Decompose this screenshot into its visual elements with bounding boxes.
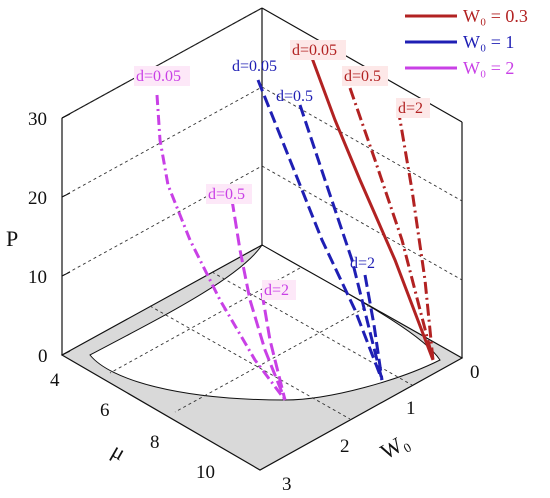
- w0-tick-labels: 0 1 2 3: [282, 362, 480, 495]
- floor-region: [89, 244, 441, 401]
- w03-d005-label: d=0.05: [292, 42, 337, 59]
- label-bg: [206, 184, 252, 204]
- label-bg: [396, 98, 430, 118]
- series-w1: [256, 79, 384, 381]
- w2-d005-label: d=0.05: [136, 68, 181, 85]
- legend-label-w2: W₀ = 2: [463, 58, 514, 78]
- series-w03: [310, 57, 435, 361]
- tick-mark: [61, 350, 71, 356]
- z-tick-label: 10: [28, 267, 47, 288]
- w2-d005-line: [155, 94, 287, 401]
- tick-mark: [61, 192, 71, 198]
- mu-tick-labels: 4 6 8 10: [50, 370, 215, 483]
- w0-tick-label: 2: [340, 436, 350, 457]
- w03-d05-label: d=0.5: [344, 68, 381, 85]
- mu-tick-label: 8: [150, 432, 160, 453]
- legend-label-w03: W₀ = 0.3: [463, 6, 528, 26]
- z-tick-label: 20: [28, 188, 47, 209]
- w03-d05-line: [348, 87, 435, 361]
- z-tick-label: 30: [28, 109, 47, 130]
- label-bg: [342, 66, 388, 86]
- w03-d2-line: [396, 107, 435, 361]
- mu-axis-title: μ: [108, 438, 131, 466]
- grid-floor-1: [149, 305, 351, 420]
- w03-d005-line: [310, 57, 435, 361]
- w0-tick-label: 1: [406, 398, 416, 419]
- grid-floor-4: [174, 304, 371, 413]
- legend: W₀ = 0.3 W₀ = 1 W₀ = 2: [405, 6, 528, 78]
- w1-d005-label: d=0.05: [232, 58, 277, 75]
- z-tick-label: 0: [38, 346, 48, 367]
- w1-d05-line: [298, 104, 384, 381]
- mu-tick-label: 10: [196, 462, 215, 483]
- z-axis-title: P: [6, 226, 18, 251]
- w1-d05-label: d=0.5: [276, 88, 313, 105]
- mu-tick-label: 6: [100, 400, 110, 421]
- label-bg: [290, 40, 346, 60]
- grid-floor-2: [211, 271, 413, 386]
- w0-axis-title: W₀: [376, 428, 413, 464]
- axis-ticks: [61, 113, 71, 356]
- series-w2: [155, 94, 287, 401]
- w2-d05-label: d=0.5: [208, 186, 245, 203]
- mu-tick-label: 4: [50, 370, 60, 391]
- w2-d2-label: d=2: [264, 282, 289, 299]
- w1-d005-line: [256, 79, 384, 381]
- w0-tick-label: 3: [282, 474, 292, 495]
- label-bg: [262, 280, 296, 300]
- legend-label-w1: W₀ = 1: [463, 32, 514, 52]
- w1-d2-line: [363, 274, 384, 381]
- grid-z20-right: [261, 86, 463, 202]
- w0-tick-label: 0: [470, 362, 480, 383]
- label-bg: [134, 66, 190, 86]
- w1-d2-label: d=2: [350, 255, 375, 272]
- grid-z30-left: [61, 7, 263, 119]
- d-labels: d=0.05 d=0.5 d=2 d=0.05 d=0.5 d=2 d=0.05…: [134, 40, 430, 300]
- w2-d2-line: [260, 292, 287, 401]
- w2-d05-line: [230, 199, 287, 401]
- tick-mark: [61, 271, 71, 277]
- z-tick-labels: 0 10 20 30: [28, 109, 48, 367]
- grid-z10-left: [61, 165, 263, 277]
- tick-mark: [61, 113, 71, 119]
- grid-z20-left: [61, 86, 263, 198]
- w03-d2-label: d=2: [398, 100, 423, 117]
- grid-z10-right: [261, 165, 463, 281]
